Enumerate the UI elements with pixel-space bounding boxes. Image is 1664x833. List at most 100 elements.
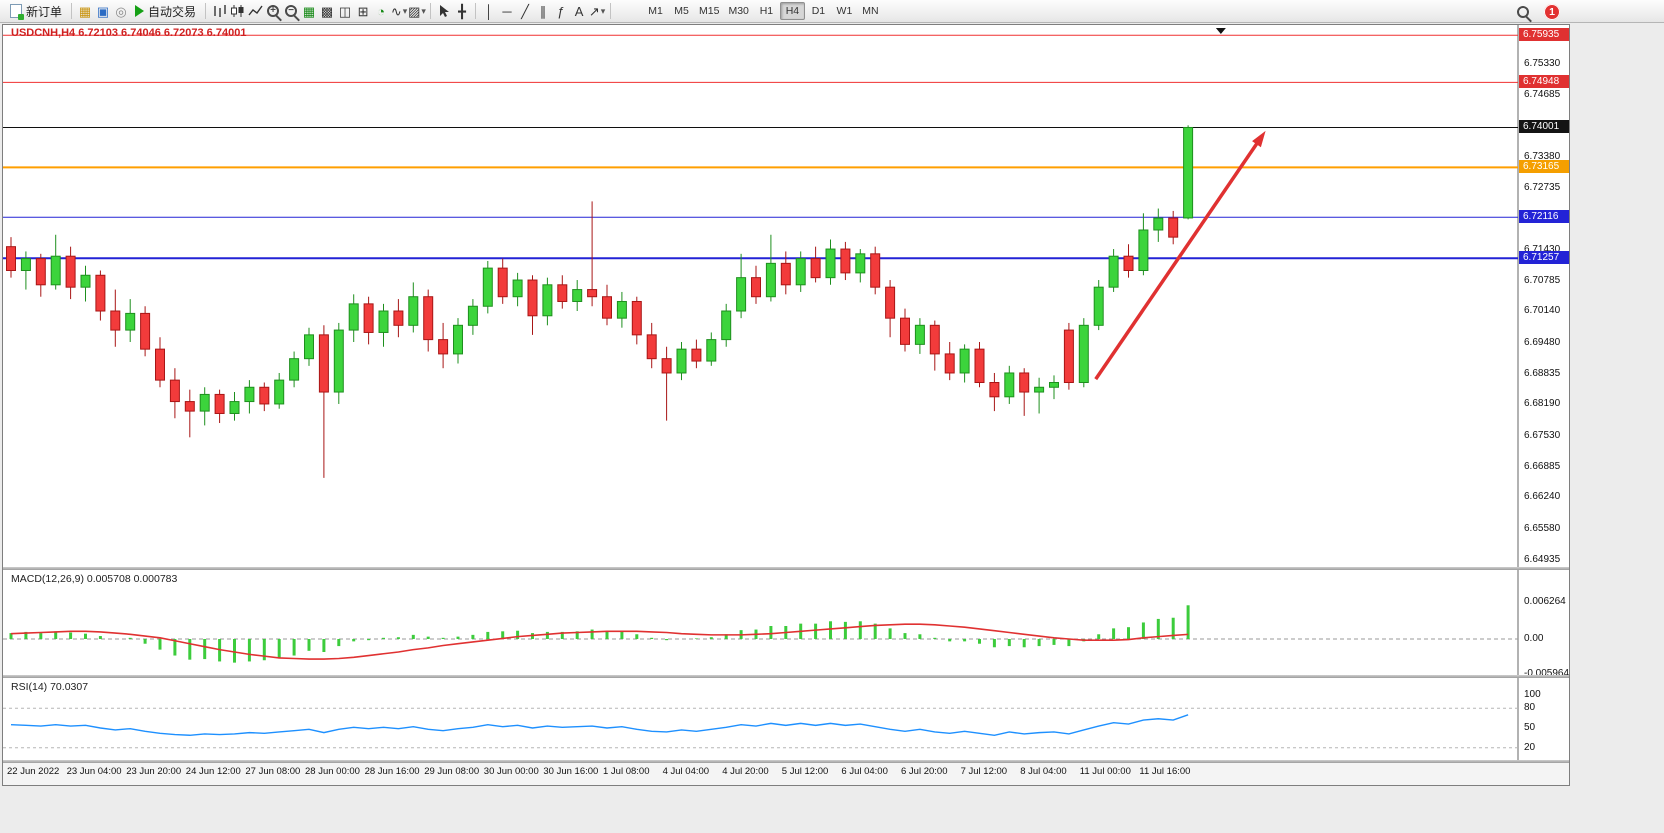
macd-axis-label: -0.005964 bbox=[1524, 668, 1570, 679]
templates-icon[interactable]: ▨ ▾ bbox=[408, 2, 426, 20]
price-tick: 6.71430 bbox=[1524, 244, 1561, 255]
arrow-tool-icon[interactable]: ↗ ▾ bbox=[588, 2, 606, 20]
price-badge: 6.72116 bbox=[1519, 210, 1569, 224]
timeframe-d1[interactable]: D1 bbox=[811, 5, 826, 17]
tile-windows-icon[interactable]: ▦ bbox=[302, 3, 316, 19]
price-tick: 6.68190 bbox=[1524, 398, 1561, 410]
auto-trading-label: 自动交易 bbox=[148, 4, 197, 19]
time-label: 1 Jul 08:00 bbox=[603, 766, 650, 777]
timeframe-m30[interactable]: M30 bbox=[728, 5, 749, 17]
time-label: 11 Jul 00:00 bbox=[1079, 766, 1131, 777]
new-window-icon[interactable]: ▣ bbox=[96, 3, 110, 19]
price-tick: 6.66240 bbox=[1524, 491, 1561, 503]
text-tool-icon[interactable]: A bbox=[574, 3, 584, 19]
new-chart-icon[interactable]: ⊞ bbox=[357, 3, 369, 19]
trend-arrow-annotation[interactable] bbox=[1094, 130, 1266, 381]
timeframe-m15[interactable]: M15 bbox=[699, 5, 720, 17]
channel-tool-icon[interactable]: ∥ bbox=[539, 3, 547, 19]
time-axis-strip[interactable] bbox=[3, 763, 1569, 785]
timeframe-mn[interactable]: MN bbox=[862, 5, 879, 17]
timeframe-bar: M1 M5 M15 M30 H1 H4 D1 W1 MN bbox=[643, 2, 883, 20]
notification-badge[interactable]: 1 bbox=[1544, 4, 1560, 20]
fibonacci-tool-icon[interactable]: ƒ bbox=[557, 3, 565, 19]
price-tick: 6.70140 bbox=[1524, 305, 1561, 317]
rsi-panel bbox=[3, 707, 1518, 749]
time-label: 6 Jul 04:00 bbox=[841, 766, 888, 777]
rsi-axis-label: 50 bbox=[1524, 722, 1536, 733]
bar-chart-icon[interactable] bbox=[210, 2, 228, 20]
chart-shift-marker[interactable] bbox=[1215, 28, 1226, 34]
timeframe-m1[interactable]: M1 bbox=[648, 5, 663, 17]
cursor-icon[interactable] bbox=[435, 2, 453, 20]
time-label: 24 Jun 12:00 bbox=[185, 766, 241, 777]
auto-trading-button[interactable]: 自动交易 bbox=[130, 2, 201, 21]
indicators-glyph: ∿ bbox=[390, 3, 402, 19]
horizontal-line-objects bbox=[3, 34, 1518, 260]
rsi-indicator-label: RSI(14) 70.0307 bbox=[11, 681, 89, 693]
toolbar-separator bbox=[610, 3, 612, 19]
toolbar-right-group: 1 bbox=[1514, 3, 1560, 21]
zoom-in-icon[interactable]: + bbox=[264, 2, 282, 20]
toolbar-separator bbox=[205, 3, 207, 19]
line-chart-icon[interactable] bbox=[246, 2, 264, 20]
auto-trading-play-icon bbox=[135, 5, 145, 17]
chevron-down-icon: ▾ bbox=[402, 5, 408, 16]
symbol-title: USDCNH,H4 6.72103 6.74046 6.72073 6.7400… bbox=[11, 27, 247, 39]
time-label: 5 Jul 12:00 bbox=[781, 766, 829, 777]
price-badge: 6.75935 bbox=[1519, 28, 1569, 42]
price-tick: 6.67530 bbox=[1524, 429, 1561, 441]
templates-glyph: ▨ bbox=[408, 3, 421, 19]
period-icon[interactable]: ◔ bbox=[377, 3, 385, 19]
zoom-out-icon[interactable]: − bbox=[282, 2, 300, 20]
tile-horizontal-icon[interactable]: ◫ bbox=[338, 3, 352, 19]
price-tick: 6.72735 bbox=[1524, 181, 1561, 193]
toolbar-separator bbox=[430, 3, 432, 19]
data-window-icon[interactable]: ◎ bbox=[115, 3, 127, 19]
price-badge: 6.71257 bbox=[1519, 251, 1569, 265]
candlestick-chart-icon[interactable] bbox=[228, 2, 246, 20]
timeframe-w1[interactable]: W1 bbox=[836, 5, 853, 17]
timeframe-h4[interactable]: H4 bbox=[779, 2, 805, 20]
price-tick: 6.64935 bbox=[1524, 553, 1561, 565]
price-tick: 6.69480 bbox=[1524, 336, 1561, 348]
crosshair-icon[interactable]: ╋ bbox=[458, 3, 466, 19]
time-label: 28 Jun 00:00 bbox=[305, 766, 360, 777]
timeframe-h1[interactable]: H1 bbox=[759, 5, 774, 17]
panel-divider[interactable] bbox=[3, 567, 1569, 570]
price-badge: 6.74001 bbox=[1519, 120, 1569, 134]
rsi-axis-label: 20 bbox=[1524, 742, 1536, 753]
time-label: 4 Jul 20:00 bbox=[722, 766, 769, 777]
chevron-down-icon: ▾ bbox=[421, 5, 426, 16]
time-label: 7 Jul 12:00 bbox=[960, 766, 1008, 777]
time-label: 30 Jun 16:00 bbox=[543, 766, 599, 777]
price-tick: 6.68835 bbox=[1524, 367, 1561, 379]
price-tick: 6.65580 bbox=[1524, 522, 1561, 534]
trendline-tool-icon[interactable]: ╱ bbox=[521, 3, 529, 19]
horizontal-line-tool-icon[interactable]: ─ bbox=[502, 3, 512, 19]
toolbar-separator bbox=[71, 3, 73, 19]
price-badge: 6.73165 bbox=[1519, 160, 1569, 174]
time-axis-divider[interactable] bbox=[3, 760, 1569, 763]
chart-canvas[interactable] bbox=[3, 25, 1569, 785]
macd-axis-label: 0.00 bbox=[1524, 633, 1544, 644]
chart-window[interactable]: USDCNH,H4 6.72103 6.74046 6.72073 6.7400… bbox=[2, 24, 1570, 786]
vertical-line-tool-icon[interactable]: │ bbox=[484, 3, 494, 19]
toolbar: 新订单 ▦ ▣ ◎ 自动交易 + − ▦ ▩ ◫ ⊞ ◔ ∿ ▾ ▨ ▾ ╋ bbox=[0, 0, 1664, 23]
time-label: 6 Jul 20:00 bbox=[901, 766, 948, 777]
time-label: 4 Jul 04:00 bbox=[662, 766, 710, 777]
search-icon[interactable] bbox=[1514, 3, 1532, 21]
rsi-axis-label: 100 bbox=[1524, 689, 1541, 700]
macd-indicator-label: MACD(12,26,9) 0.005708 0.000783 bbox=[11, 573, 178, 585]
indicators-icon[interactable]: ∿ ▾ bbox=[390, 2, 408, 20]
panel-divider[interactable] bbox=[3, 675, 1569, 678]
timeframe-m5[interactable]: M5 bbox=[674, 5, 689, 17]
market-depth-icon[interactable]: ▦ bbox=[78, 3, 92, 19]
cascade-windows-icon[interactable]: ▩ bbox=[320, 3, 334, 19]
arrow-glyph: ↗ bbox=[588, 3, 600, 19]
time-label: 23 Jun 04:00 bbox=[66, 766, 122, 777]
macd-axis-label: 0.006264 bbox=[1524, 596, 1566, 607]
price-tick: 6.70785 bbox=[1524, 274, 1561, 286]
new-order-button[interactable]: 新订单 bbox=[5, 2, 67, 21]
new-order-icon bbox=[10, 4, 24, 20]
